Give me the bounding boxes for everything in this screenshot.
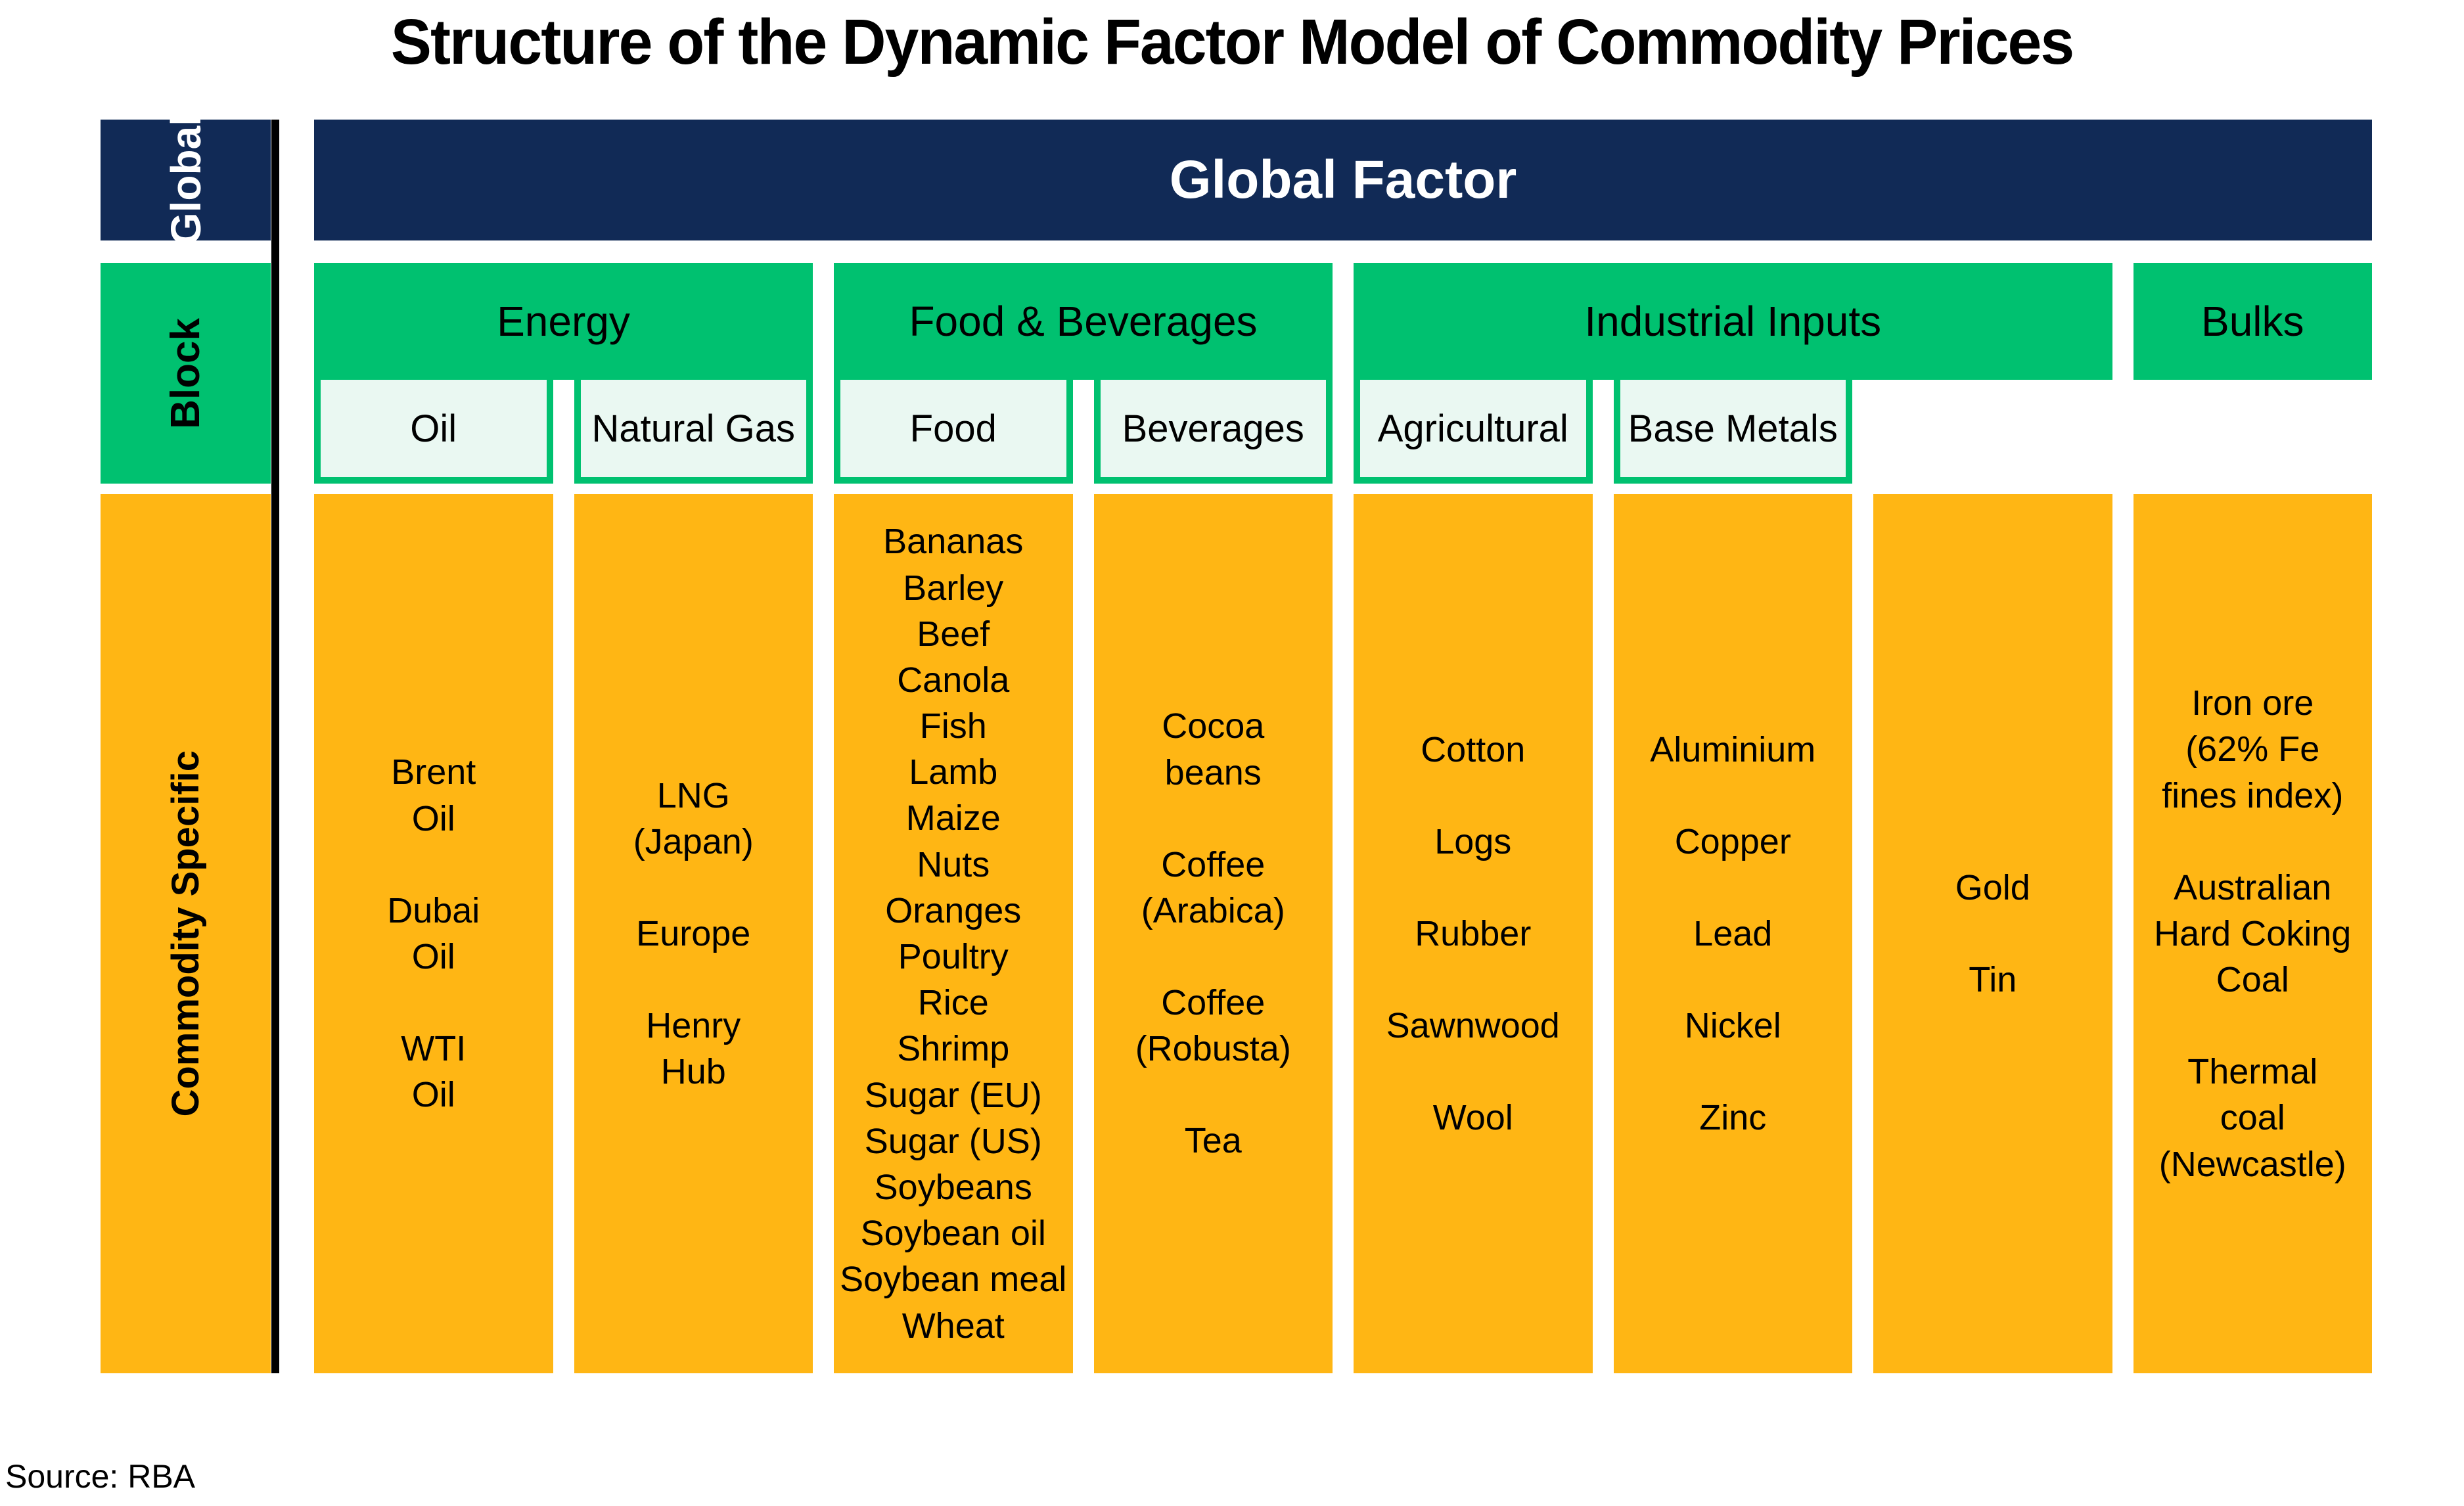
commodity-item: Shrimp xyxy=(897,1029,1010,1069)
commodity-item: Sugar (EU) xyxy=(864,1075,1042,1115)
row-label-commodity-specific-text: Commodity Specific xyxy=(164,750,207,1117)
block-grid: Energy Food & Beverages Industrial Input… xyxy=(314,263,2372,484)
commodity-item: Lamb xyxy=(909,752,998,792)
commodity-item: Tin xyxy=(1969,960,2017,999)
commodity-column-food: Bananas Barley Beef Canola Fish Lamb Maize Nuts… xyxy=(834,494,1073,1373)
commodity-item: Rubber xyxy=(1415,913,1532,953)
commodity-item: Logs xyxy=(1434,821,1512,861)
commodity-item: Thermal coal (Newcastle) xyxy=(2158,1052,2346,1184)
global-factor-label: Global Factor xyxy=(1169,150,1517,210)
commodity-item: Beef xyxy=(917,614,990,654)
sub-block-food: Food xyxy=(834,380,1073,484)
block-header-energy: Energy xyxy=(314,263,813,380)
commodity-item: Lead xyxy=(1693,913,1773,953)
page-title: Structure of the Dynamic Factor Model of… xyxy=(390,6,2074,78)
commodity-item: Bananas xyxy=(883,522,1024,562)
commodity-item: Aluminium xyxy=(1650,729,1816,769)
commodity-item: Poultry xyxy=(898,937,1009,976)
commodity-column-beverages: Cocoa beans Coffee (Arabica) Coffee (Robus… xyxy=(1093,494,1333,1373)
commodity-item: Soybean meal xyxy=(840,1260,1067,1300)
commodity-item: Australian Hard Coking Coal xyxy=(2154,867,2352,1000)
sub-block-base-metals: Base Metals xyxy=(1613,380,1852,484)
global-factor-banner: Global Factor xyxy=(314,120,2372,240)
row-label-block: Block xyxy=(101,263,271,484)
commodity-item: Canola xyxy=(897,660,1010,700)
row-label-commodity-specific: Commodity Specific xyxy=(101,494,271,1373)
commodity-item: Dubai Oil xyxy=(387,890,480,976)
commodity-item: LNG (Japan) xyxy=(633,775,754,861)
commodity-item: Tea xyxy=(1184,1121,1242,1161)
row-label-rail: Global Block Commodity Specific xyxy=(101,114,271,1373)
block-header-food-beverages: Food & Beverages xyxy=(834,263,1333,380)
commodity-item: Rice xyxy=(917,983,989,1023)
source-note: Source: RBA xyxy=(5,1458,196,1495)
commodity-column-gold-tin: Gold Tin xyxy=(1873,494,2112,1373)
sub-block-agricultural: Agricultural xyxy=(1354,380,1593,484)
commodity-column-bulks: Iron ore (62% Fe fines index) Australian … xyxy=(2133,494,2372,1373)
commodity-item: Sawnwood xyxy=(1386,1006,1560,1046)
commodity-item: Cocoa beans xyxy=(1162,706,1265,792)
row-label-global: Global xyxy=(101,114,271,246)
commodity-item: Wheat xyxy=(901,1306,1005,1346)
commodity-item: Iron ore (62% Fe fines index) xyxy=(2162,683,2344,815)
commodity-item: Henry Hub xyxy=(646,1006,741,1092)
commodity-item: Coffee (Arabica) xyxy=(1141,844,1285,930)
diagram-main: Global Factor Energy Food & Beverages In… xyxy=(314,120,2372,1373)
commodity-item: Sugar (US) xyxy=(864,1121,1042,1161)
row-label-block-text: Block xyxy=(163,317,208,429)
block-header-bulks: Bulks xyxy=(2133,263,2372,380)
sub-block-natural-gas: Natural Gas xyxy=(574,380,813,484)
commodity-item: Gold xyxy=(1955,867,2030,907)
commodity-item: Nuts xyxy=(917,844,990,884)
commodity-item: WTI Oil xyxy=(401,1029,467,1115)
commodity-item: Soybean oil xyxy=(860,1214,1046,1254)
commodity-item: Copper xyxy=(1674,821,1791,861)
commodity-column-agricultural: Cotton Logs Rubber Sawnwood Wool xyxy=(1354,494,1593,1373)
commodity-item: Cotton xyxy=(1421,729,1526,769)
commodity-item: Europe xyxy=(636,913,751,953)
commodity-item: Fish xyxy=(919,706,987,746)
commodity-grid: Brent Oil Dubai Oil WTI Oil LNG (Japan) Eur… xyxy=(314,494,2372,1373)
sub-block-beverages: Beverages xyxy=(1093,380,1333,484)
commodity-column-oil: Brent Oil Dubai Oil WTI Oil xyxy=(314,494,553,1373)
row-label-global-text: Global xyxy=(162,114,210,246)
commodity-item: Coffee (Robusta) xyxy=(1135,983,1291,1069)
vertical-divider-line xyxy=(271,120,279,1373)
commodity-item: Brent Oil xyxy=(391,752,476,838)
sub-block-oil: Oil xyxy=(314,380,553,484)
commodity-column-natural-gas: LNG (Japan) Europe Henry Hub xyxy=(574,494,813,1373)
commodity-item: Barley xyxy=(903,568,1004,608)
commodity-item: Soybeans xyxy=(874,1167,1032,1207)
commodity-item: Nickel xyxy=(1684,1006,1781,1046)
block-header-industrial-inputs: Industrial Inputs xyxy=(1354,263,2112,380)
commodity-item: Wool xyxy=(1432,1098,1513,1138)
commodity-item: Oranges xyxy=(885,890,1022,930)
commodity-column-base-metals: Aluminium Copper Lead Nickel Zinc xyxy=(1613,494,1852,1373)
commodity-item: Maize xyxy=(905,798,1001,838)
commodity-item: Zinc xyxy=(1699,1098,1767,1138)
